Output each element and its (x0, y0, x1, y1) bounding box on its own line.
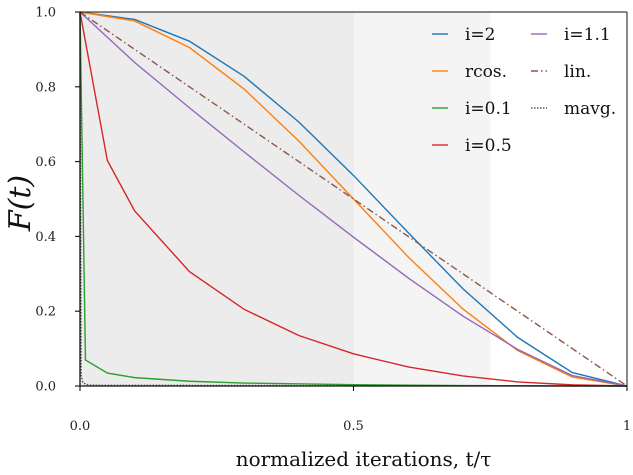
x-tick-label: 1 (623, 419, 631, 434)
axis-ticks: 0.0 0.2 0.4 0.6 0.8 1.0 0.0 0.5 1 (35, 6, 631, 435)
legend-label: i=1.1 (564, 25, 611, 45)
legend-item: i=2 (432, 25, 496, 45)
x-axis-label: normalized iterations, t/τ (236, 447, 492, 471)
shaded-region-0 (80, 12, 354, 386)
y-tick-label: 0.8 (35, 80, 56, 95)
x-tick-label: 0.5 (343, 419, 364, 434)
legend: i=2 rcos. i=0.1 i=0.5 i=1.1 lin. mavg. (432, 25, 616, 156)
y-tick-label: 0.6 (35, 155, 56, 170)
series-line-i-1-1 (79, 11, 628, 387)
y-tick-label: 1.0 (35, 6, 56, 21)
legend-label: mavg. (564, 99, 616, 119)
legend-item: mavg. (531, 99, 616, 119)
legend-label: lin. (564, 62, 591, 82)
legend-item: rcos. (432, 62, 507, 82)
y-tick-label: 0.4 (35, 230, 56, 245)
y-tick-label: 0.0 (35, 380, 56, 395)
legend-item: i=0.1 (432, 99, 512, 119)
series-line-lin- (79, 11, 628, 387)
series-line-i-0-5 (79, 11, 628, 387)
y-tick-label: 0.2 (35, 305, 56, 320)
series-line-rcos- (79, 11, 628, 387)
x-tick-label: 0.0 (70, 419, 91, 434)
shaded-regions (80, 12, 491, 386)
legend-label: i=2 (465, 25, 496, 45)
legend-label: i=0.5 (465, 136, 512, 156)
legend-item: i=1.1 (531, 25, 611, 45)
legend-label: rcos. (465, 62, 507, 82)
axis-labels: normalized iterations, t/τ F(t) (3, 175, 491, 471)
y-axis-label: F(t) (3, 175, 38, 232)
legend-item: i=0.5 (432, 136, 512, 156)
series-line-i-2 (79, 11, 628, 387)
legend-label: i=0.1 (465, 99, 512, 119)
legend-item: lin. (531, 62, 591, 82)
